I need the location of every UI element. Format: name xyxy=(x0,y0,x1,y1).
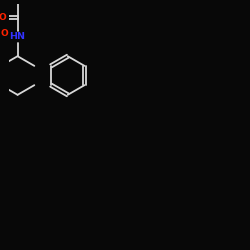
Text: O: O xyxy=(0,29,8,38)
Text: O: O xyxy=(0,13,6,22)
Text: HN: HN xyxy=(10,32,26,42)
